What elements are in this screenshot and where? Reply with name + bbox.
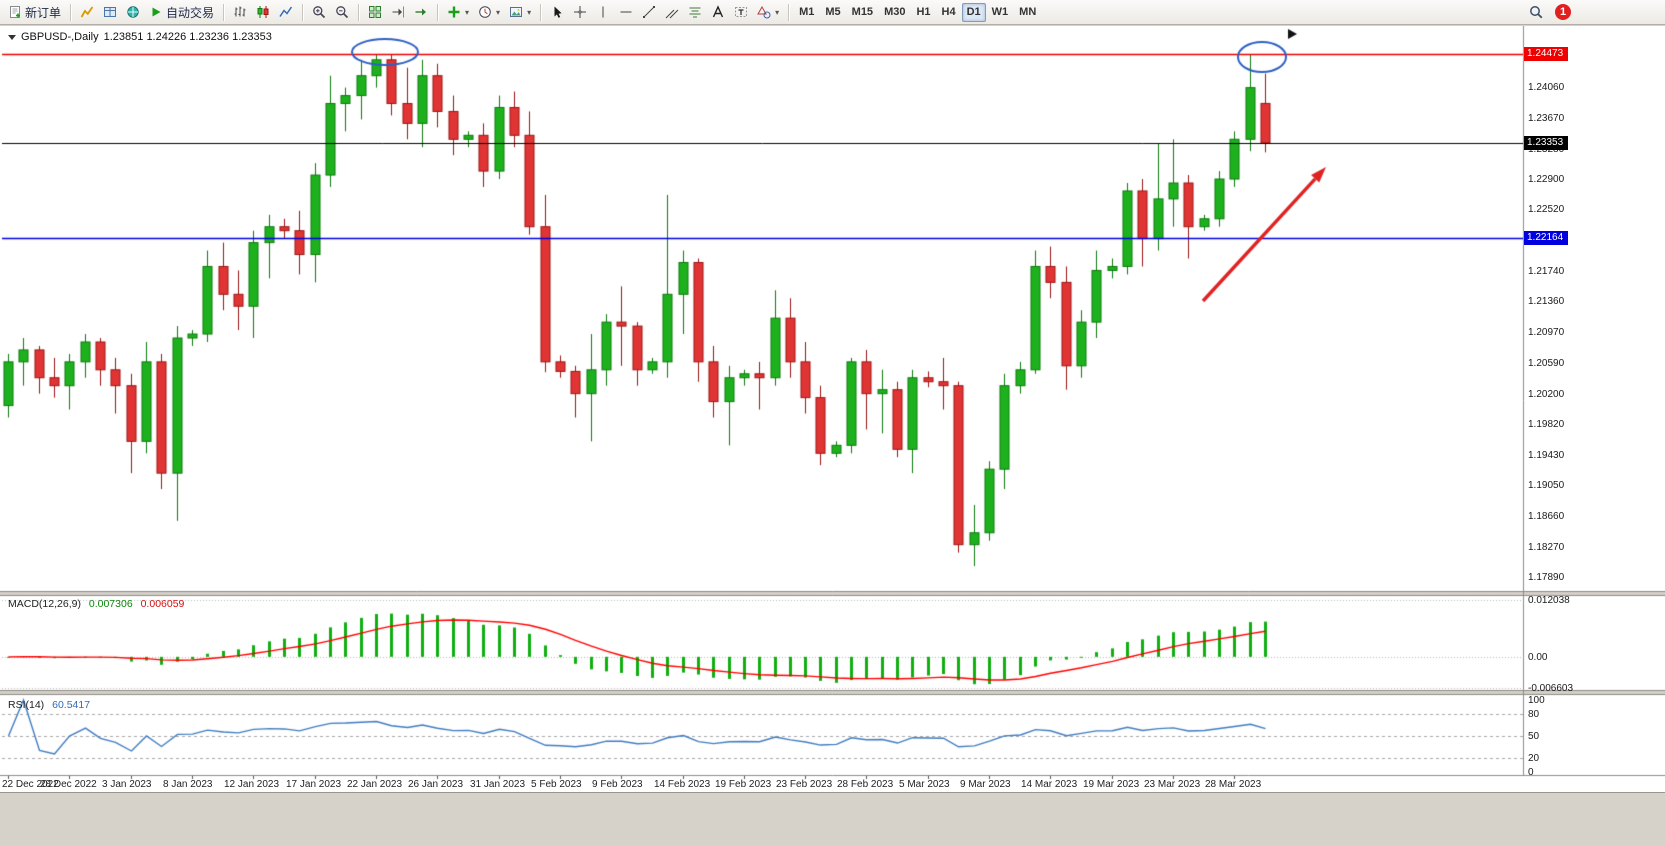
template-icon <box>509 5 523 19</box>
autotrading-button[interactable]: 自动交易 <box>145 2 218 23</box>
fibonacci-button[interactable] <box>684 2 706 23</box>
text-label-button[interactable] <box>730 2 752 23</box>
zoom-out-icon <box>335 5 349 19</box>
cursor-icon <box>550 5 564 19</box>
clock-icon <box>478 5 492 19</box>
toolbar-separator <box>302 3 304 21</box>
tile-windows-button[interactable] <box>364 2 386 23</box>
rsi-label-row: RSI(14) 60.5417 <box>8 699 90 711</box>
toolbar-right: 1 <box>1525 2 1571 23</box>
timeframe-d1-button[interactable]: D1 <box>961 2 986 22</box>
data-window-button[interactable] <box>99 2 121 23</box>
dropdown-arrow-icon: ▾ <box>496 7 501 17</box>
macd-main-value: 0.007306 <box>88 598 133 610</box>
macd-label-row: MACD(12,26,9) 0.007306 0.006059 <box>8 598 184 610</box>
hline-icon <box>619 5 633 19</box>
market-watch-icon <box>80 5 94 19</box>
candlestick-button[interactable] <box>252 2 274 23</box>
new-order-button[interactable]: 新订单 <box>4 2 65 23</box>
search-button[interactable] <box>1525 2 1547 23</box>
rsi-value: 60.5417 <box>52 699 91 711</box>
shapes-button[interactable]: ▾ <box>753 2 783 23</box>
dropdown-arrow-icon: ▾ <box>465 7 470 17</box>
data-window-icon <box>103 5 117 19</box>
navigator-icon <box>126 5 140 19</box>
chart-shift-icon <box>391 5 405 19</box>
autotrading-button-label: 自动交易 <box>166 5 215 20</box>
add-indicator-button[interactable]: ▾ <box>443 2 473 23</box>
bar-chart-icon <box>233 5 247 19</box>
label-icon <box>734 5 748 19</box>
new-order-button-label: 新订单 <box>25 5 62 20</box>
symbol-label: GBPUSD-,Daily <box>21 31 99 43</box>
channel-button[interactable] <box>661 2 683 23</box>
toolbar-separator <box>788 3 790 21</box>
toolbar-separator <box>540 3 542 21</box>
toolbar: 新订单 自动交易 ▾ ▾ ▾ ▾ M1 M5 M15 M30 H1 H4 D1 W1 MN 1 <box>0 0 1665 25</box>
toolbar-separator <box>437 3 439 21</box>
timeframe-mn-button[interactable]: MN <box>1014 3 1041 22</box>
vertical-line-button[interactable] <box>592 2 614 23</box>
toolbar-separator <box>223 3 225 21</box>
toolbar-separator <box>358 3 360 21</box>
dropdown-arrow-icon: ▾ <box>527 7 532 17</box>
template-button[interactable]: ▾ <box>505 2 535 23</box>
chart-shift-button[interactable] <box>387 2 409 23</box>
trendline-icon <box>642 5 656 19</box>
zoom-in-button[interactable] <box>308 2 330 23</box>
crosshair-button[interactable] <box>569 2 591 23</box>
zoom-in-icon <box>312 5 326 19</box>
timeframe-m30-button[interactable]: M30 <box>879 3 910 22</box>
toolbar-separator <box>70 3 72 21</box>
fibonacci-icon <box>688 5 702 19</box>
timeframe-w1-button[interactable]: W1 <box>987 3 1014 22</box>
timeframe-m15-button[interactable]: M15 <box>847 3 878 22</box>
new-order-icon <box>8 5 22 19</box>
price-chart-canvas[interactable] <box>0 26 1665 792</box>
zoom-out-button[interactable] <box>331 2 353 23</box>
timeframe-h4-button[interactable]: H4 <box>937 3 961 22</box>
tile-windows-icon <box>368 5 382 19</box>
bar-chart-button[interactable] <box>229 2 251 23</box>
timeframe-h1-button[interactable]: H1 <box>911 3 935 22</box>
notification-badge[interactable]: 1 <box>1555 4 1571 20</box>
add-indicator-icon <box>447 5 461 19</box>
chart-title: GBPUSD-,Daily 1.23851 1.24226 1.23236 1.… <box>8 31 272 43</box>
ohlc-values: 1.23851 1.24226 1.23236 1.23353 <box>103 31 272 43</box>
crosshair-icon <box>573 5 587 19</box>
cursor-button[interactable] <box>546 2 568 23</box>
autotrading-icon <box>149 5 163 19</box>
trendline-button[interactable] <box>638 2 660 23</box>
window-bottom-filler <box>0 792 1665 845</box>
search-icon <box>1529 5 1543 19</box>
auto-scroll-button[interactable] <box>410 2 432 23</box>
chart-dropdown-icon[interactable] <box>8 34 16 40</box>
timeframe-m1-button[interactable]: M1 <box>794 3 819 22</box>
auto-scroll-icon <box>414 5 428 19</box>
shapes-icon <box>757 5 771 19</box>
navigator-button[interactable] <box>122 2 144 23</box>
horizontal-line-button[interactable] <box>615 2 637 23</box>
vline-icon <box>596 5 610 19</box>
market-watch-button[interactable] <box>76 2 98 23</box>
line-chart-icon <box>279 5 293 19</box>
text-icon <box>711 5 725 19</box>
text-button[interactable] <box>707 2 729 23</box>
rsi-indicator-label: RSI(14) <box>8 699 45 711</box>
macd-indicator-label: MACD(12,26,9) <box>8 598 81 610</box>
timeframe-m5-button[interactable]: M5 <box>820 3 845 22</box>
candlestick-icon <box>256 5 270 19</box>
macd-signal-value: 0.006059 <box>140 598 185 610</box>
channel-icon <box>665 5 679 19</box>
period-button[interactable]: ▾ <box>474 2 504 23</box>
dropdown-arrow-icon: ▾ <box>775 7 780 17</box>
line-chart-button[interactable] <box>275 2 297 23</box>
